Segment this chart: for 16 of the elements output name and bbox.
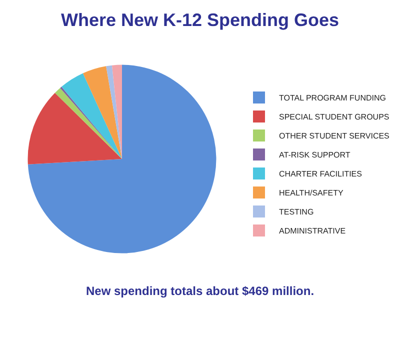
pie-slice xyxy=(82,66,122,160)
legend-label: CHARTER FACILITIES xyxy=(279,170,362,179)
legend-label: OTHER STUDENT SERVICES xyxy=(279,132,390,141)
legend-label: TESTING xyxy=(279,208,314,217)
legend-label: HEALTH/SAFETY xyxy=(279,188,344,198)
pie-slice xyxy=(106,65,122,160)
pie-slice xyxy=(28,92,122,164)
chart-title: Where New K-12 Spending Goes xyxy=(60,10,340,30)
legend-label: AT-RISK SUPPORT xyxy=(279,150,350,160)
pie-slice xyxy=(28,64,216,254)
pie-slice xyxy=(112,64,122,160)
pie-slice xyxy=(61,73,122,160)
text: New spending totals about $469 million. xyxy=(86,284,314,298)
legend-label: ADMINISTRATIVE xyxy=(279,226,346,236)
legend-label: SPECIAL STUDENT GROUPS xyxy=(279,112,390,122)
legend-label: TOTAL PROGRAM FUNDING xyxy=(279,94,386,103)
